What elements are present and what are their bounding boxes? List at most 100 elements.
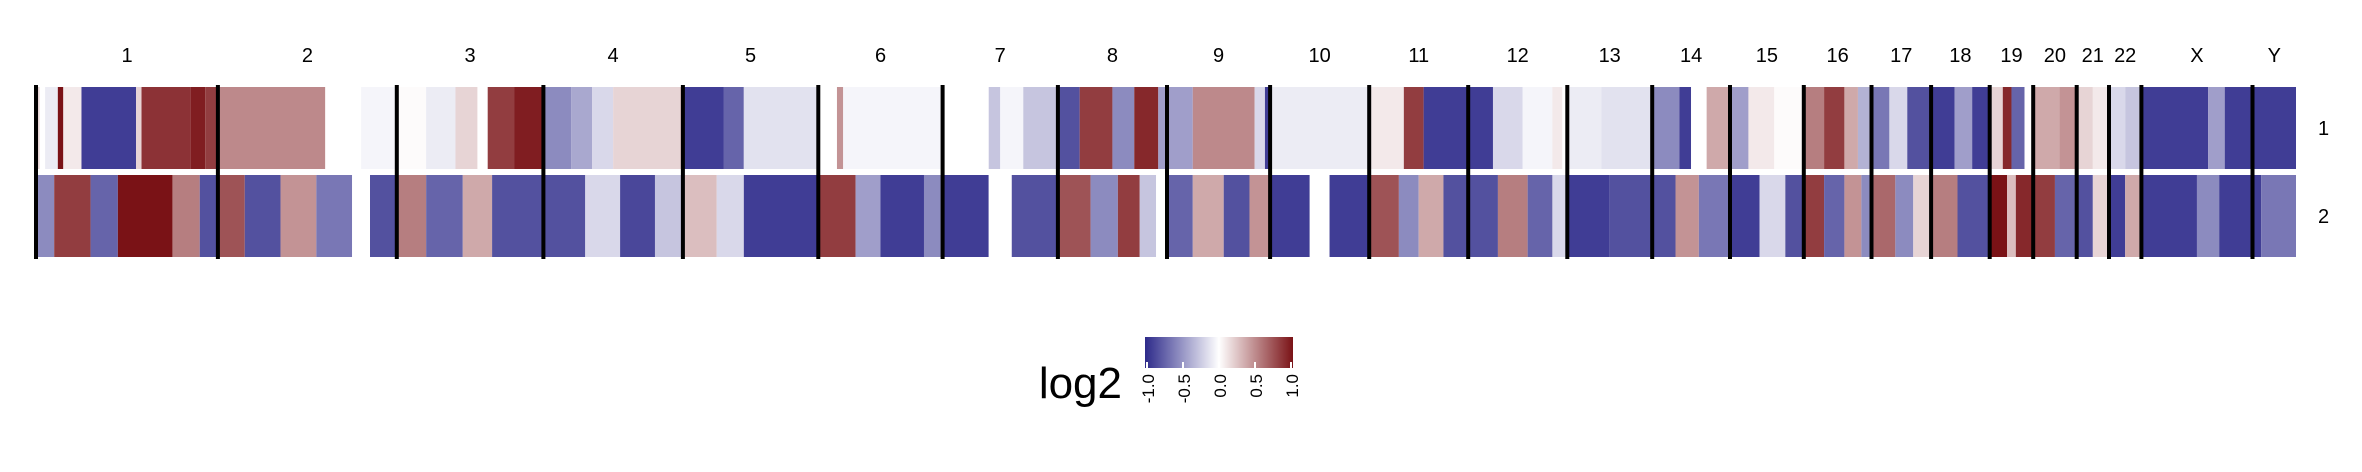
heatmap-cell (81, 87, 137, 169)
heatmap-cell (141, 87, 191, 169)
heatmap-cell (172, 175, 200, 257)
heatmap-cell (2252, 175, 2262, 257)
chromosome-label: 13 (1599, 45, 1621, 67)
heatmap-cell (361, 87, 397, 169)
heatmap-cell (571, 87, 593, 169)
chromosome-label: 14 (1680, 45, 1702, 67)
heatmap-cell (1270, 175, 1310, 257)
legend-tick-label: 1.0 (1283, 374, 1302, 398)
heatmap-cell (1972, 87, 1990, 169)
heatmap-cell (1000, 87, 1024, 169)
heatmap-cell (1679, 87, 1692, 169)
heatmap-cell (2002, 87, 2012, 169)
heatmap-cell (1369, 87, 1404, 169)
heatmap-cell (1468, 87, 1493, 169)
sample-row-labels: 12 (2318, 118, 2329, 228)
heatmap-cell (2261, 175, 2296, 257)
heatmap-cell (620, 175, 655, 257)
heatmap-cell (818, 175, 856, 257)
row-label: 2 (2318, 206, 2329, 228)
heatmap-cell (1774, 87, 1804, 169)
heatmap-cell (682, 87, 724, 169)
heatmap-cell (1134, 87, 1159, 169)
heatmap-cell (1079, 87, 1113, 169)
heatmap-cell (1223, 175, 1250, 257)
chromosome-label: 16 (1826, 45, 1848, 67)
heatmap-cell (1527, 175, 1553, 257)
heatmap-cell (592, 87, 614, 169)
heatmap-cell (352, 175, 370, 257)
chromosome-label: 10 (1308, 45, 1330, 67)
heatmap-cell (54, 175, 91, 257)
heatmap-cell (818, 87, 837, 169)
heatmap-cell (455, 87, 478, 169)
chromosome-label: 9 (1213, 45, 1224, 67)
legend-tick-label: 0.5 (1247, 374, 1266, 398)
heatmap-body (34, 85, 2296, 259)
heatmap-cell (1957, 175, 1990, 257)
chromosome-label: 21 (2082, 45, 2104, 67)
heatmap-cell (370, 175, 397, 257)
heatmap-cell (1652, 175, 1676, 257)
chromosome-label: X (2190, 45, 2203, 67)
heatmap-cell (942, 87, 989, 169)
heatmap-cell (1857, 87, 1872, 169)
heatmap-cell (1601, 87, 1653, 169)
heatmap-cell (2141, 87, 2209, 169)
heatmap-cell (280, 175, 317, 257)
heatmap-cell (585, 175, 621, 257)
heatmap-cell (426, 175, 463, 257)
heatmap-cell (1254, 87, 1265, 169)
heatmap-cell (988, 87, 1001, 169)
chromosome-label: 1 (121, 45, 132, 67)
chromosome-label: 17 (1890, 45, 1912, 67)
heatmap-cell (1522, 87, 1553, 169)
heatmap-cell (2015, 175, 2034, 257)
heatmap-cell (1844, 87, 1858, 169)
heatmap-cell (117, 175, 173, 257)
heatmap-cell (514, 87, 544, 169)
heatmap-cell (1112, 87, 1135, 169)
chromosome-label: 19 (2000, 45, 2022, 67)
heatmap-cell (1057, 175, 1091, 257)
heatmap-cell (988, 175, 1012, 257)
heatmap-cell (2033, 87, 2060, 169)
heatmap-cell (1562, 87, 1568, 169)
heatmap-cell (57, 87, 64, 169)
heatmap-cell (880, 175, 924, 257)
chromosome-label: 7 (995, 45, 1006, 67)
heatmap-cell (1803, 87, 1825, 169)
heatmap-cell (1907, 87, 1932, 169)
heatmap-cell (1824, 175, 1845, 257)
heatmap-cell (396, 175, 427, 257)
heatmap-cell (1691, 87, 1707, 169)
heatmap-cell (1989, 175, 2008, 257)
chromosome-label: 5 (745, 45, 756, 67)
heatmap-cell (2196, 175, 2220, 257)
heatmap-cell (1871, 87, 1890, 169)
heatmap-cell (2076, 87, 2093, 169)
heatmap-cell (1139, 175, 1157, 257)
heatmap-cell (39, 87, 46, 169)
heatmap-cell (1117, 175, 1140, 257)
heatmap-cell (743, 87, 819, 169)
heatmap-cell (1913, 175, 1932, 257)
heatmap-cell (217, 87, 326, 169)
heatmap-cell (1861, 175, 1872, 257)
heatmap-cell (1270, 87, 1340, 169)
heatmap-cell (1706, 87, 1730, 169)
chromosome-label: Y (2268, 45, 2281, 67)
color-legend: log2 -1.0 -0.5 0.0 0.5 1.0 (1039, 337, 1302, 408)
heatmap-cell (1729, 175, 1760, 257)
heatmap-cell (716, 175, 744, 257)
chromosome-label: 18 (1949, 45, 1971, 67)
heatmap-cell (2092, 87, 2110, 169)
heatmap-cell (1329, 175, 1370, 257)
legend-tick-label: 0.0 (1211, 374, 1230, 398)
heatmap-cell (190, 87, 206, 169)
heatmap-cell (543, 175, 586, 257)
chromosome-label: 6 (875, 45, 886, 67)
heatmap-cell (462, 175, 493, 257)
heatmap-cell (2125, 87, 2142, 169)
heatmap-cell (1167, 175, 1193, 257)
